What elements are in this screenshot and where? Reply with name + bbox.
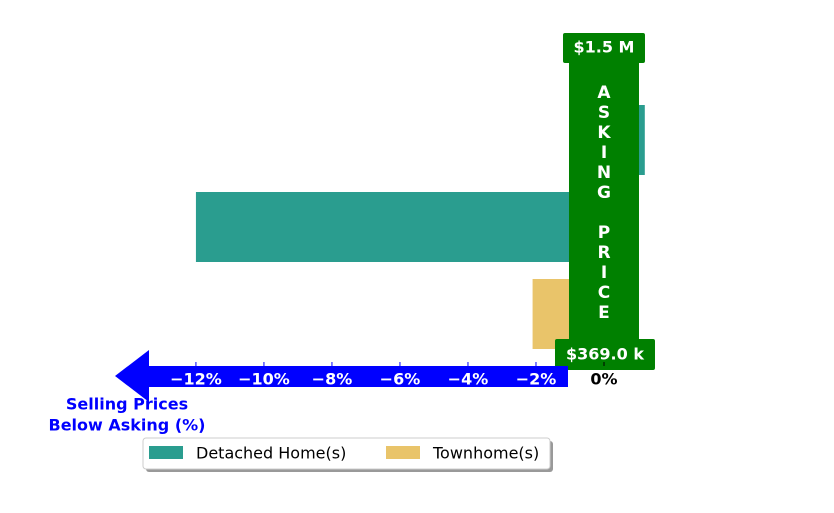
top-price: $1.5 M: [574, 38, 635, 57]
price-box: [554, 339, 655, 370]
x-tick-label: −10%: [238, 370, 290, 389]
axis-arrow-head: [115, 350, 149, 402]
x-axis-label: Selling Prices: [66, 395, 188, 414]
x-tick-label: −8%: [312, 370, 353, 389]
legend-swatch: [149, 446, 183, 459]
x-tick-label: −6%: [380, 370, 421, 389]
axis-arrow: [148, 366, 568, 387]
price-box: [562, 33, 645, 63]
asking-price-band: [568, 62, 639, 344]
bottom-price: $369.0 k: [566, 345, 644, 364]
x-tick-label: −4%: [448, 370, 489, 389]
x-axis-label: Below Asking (%): [49, 416, 206, 435]
legend-swatch: [386, 446, 420, 459]
legend-label: Detached Home(s): [196, 444, 346, 463]
x-tick-label: 0%: [590, 370, 617, 389]
x-tick-label: −12%: [170, 370, 222, 389]
x-tick-label: −2%: [516, 370, 557, 389]
bar: [195, 192, 604, 262]
legend: [142, 437, 551, 470]
legend-label: Townhome(s): [432, 444, 539, 463]
